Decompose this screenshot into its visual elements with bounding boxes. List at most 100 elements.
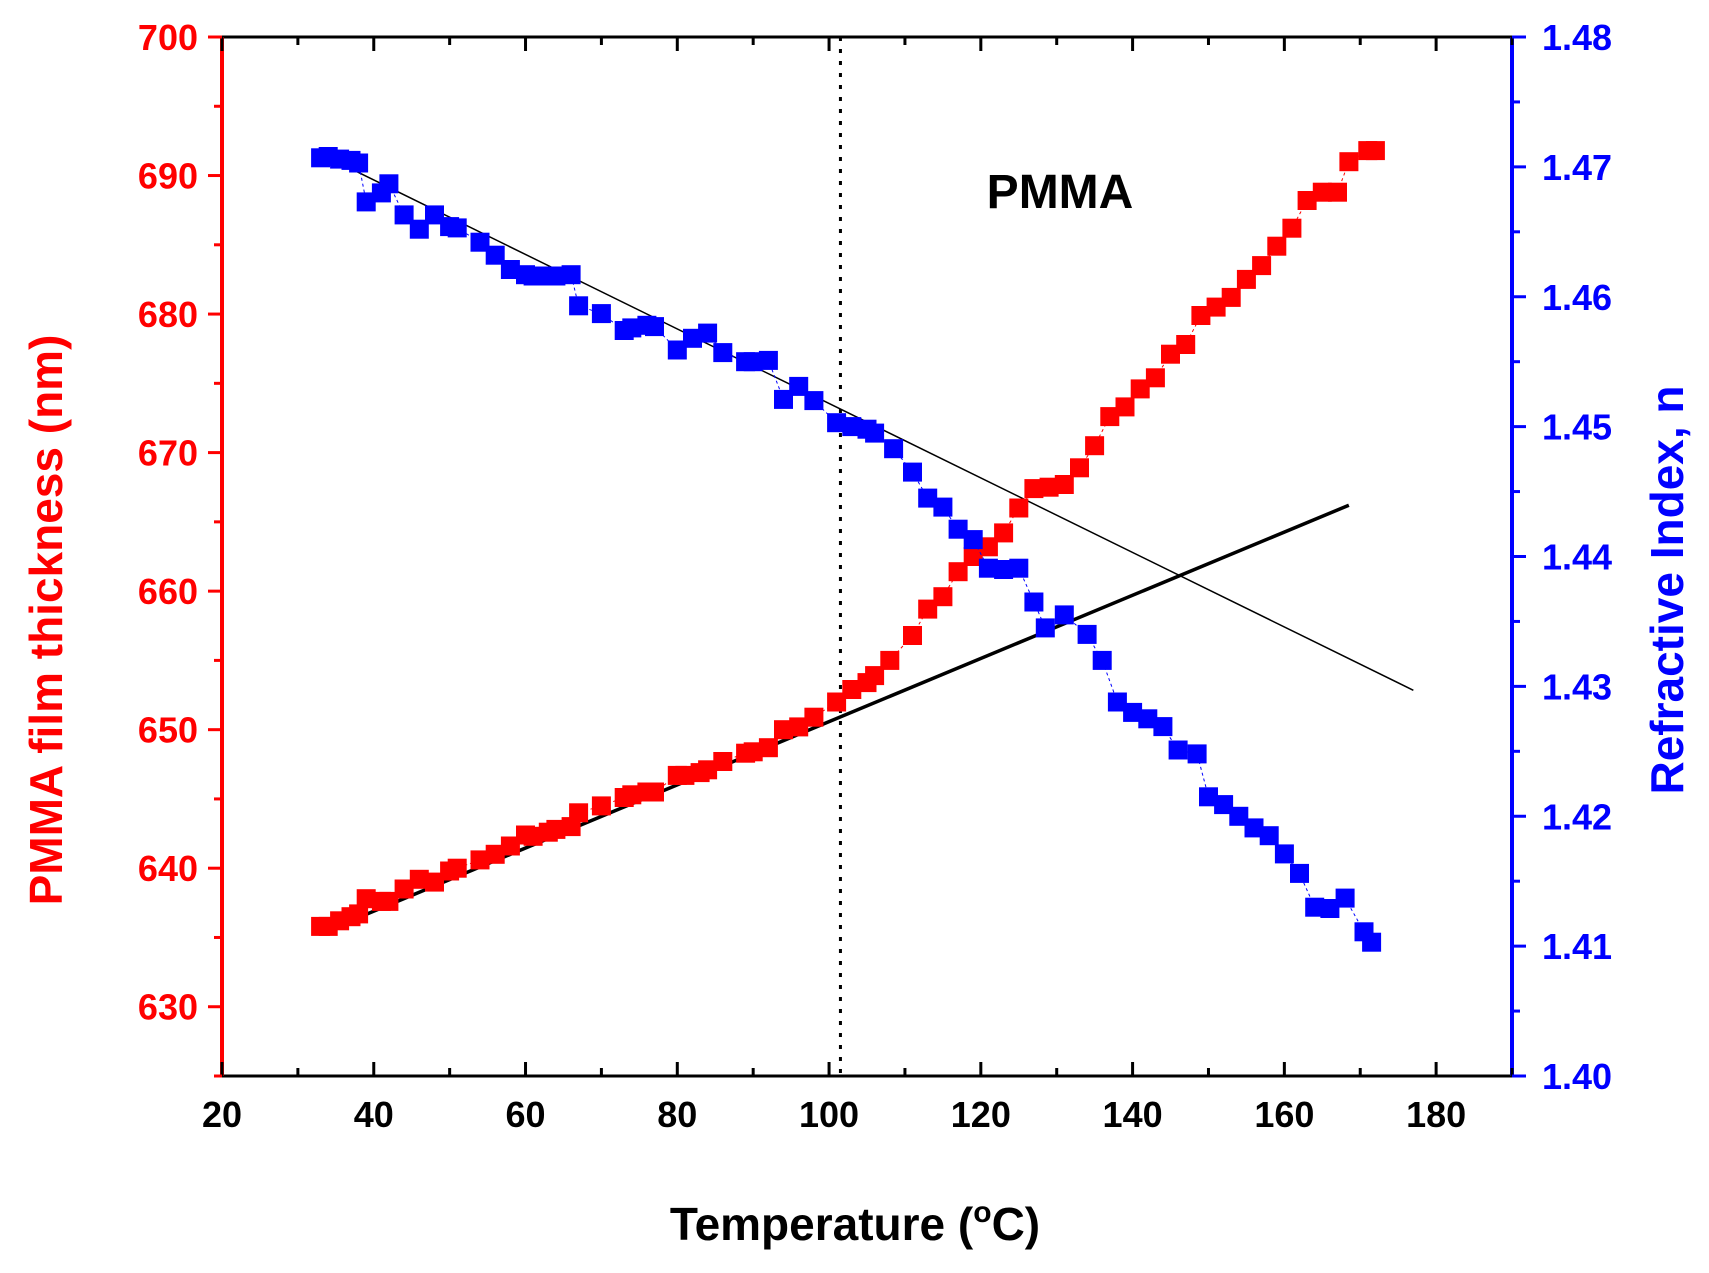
refractive-point xyxy=(1199,787,1218,807)
x-tick-label: 40 xyxy=(354,1094,394,1135)
refractive-point xyxy=(1244,818,1264,838)
refractive-point xyxy=(683,328,702,348)
refractive-point xyxy=(743,352,763,372)
thickness-point xyxy=(1145,368,1165,388)
thickness-point xyxy=(948,562,968,582)
thickness-point xyxy=(425,872,444,892)
refractive-point xyxy=(485,245,505,265)
refractive-point xyxy=(884,439,904,459)
refractive-point xyxy=(1259,826,1279,846)
refractive-point xyxy=(409,219,429,239)
y-left-tick-label: 660 xyxy=(138,571,198,612)
thickness-point xyxy=(1100,407,1120,427)
y-right-tick-label: 1.43 xyxy=(1542,666,1612,707)
refractive-point xyxy=(1138,709,1158,729)
thickness-point xyxy=(645,782,664,802)
refractive-point xyxy=(1187,744,1207,764)
thickness-point xyxy=(743,742,763,762)
y-right-tick-label: 1.40 xyxy=(1542,1056,1612,1097)
refractive-point xyxy=(713,343,733,363)
thickness-point xyxy=(774,720,793,740)
refractive-point xyxy=(645,317,664,337)
refractive-point xyxy=(963,530,983,550)
thickness-point xyxy=(1221,287,1241,307)
thickness-point xyxy=(1009,498,1029,518)
x-axis-title-degree: o xyxy=(973,1196,991,1229)
refractive-point xyxy=(1107,692,1127,712)
y-left-tick-label: 650 xyxy=(138,710,198,751)
refractive-point xyxy=(1168,740,1188,760)
refractive-point xyxy=(349,153,369,173)
refractive-point xyxy=(1035,618,1055,638)
thickness-point xyxy=(485,844,505,864)
thickness-point xyxy=(379,891,399,911)
refractive-point xyxy=(842,417,862,437)
y-left-tick-label: 630 xyxy=(138,987,198,1028)
refractive-point xyxy=(994,560,1014,579)
y-right-tick-label: 1.46 xyxy=(1542,277,1612,318)
thickness-point xyxy=(1297,191,1317,210)
refractive-point xyxy=(1214,795,1234,815)
thickness-point xyxy=(1039,477,1059,497)
refractive-point xyxy=(1290,863,1309,883)
refractive-point xyxy=(1305,897,1325,917)
x-tick-label: 140 xyxy=(1103,1094,1163,1135)
refractive-point xyxy=(698,323,718,343)
refractive-point xyxy=(622,318,642,338)
thickness-point xyxy=(447,858,467,878)
y-right-tick-label: 1.47 xyxy=(1542,147,1612,188)
thickness-point xyxy=(978,537,998,557)
thickness-point xyxy=(500,836,520,856)
refractive-point xyxy=(933,497,953,517)
x-tick-label: 100 xyxy=(799,1094,859,1135)
x-axis-title: Temperature (oC) xyxy=(670,1196,1040,1250)
thickness-point xyxy=(713,752,733,771)
refractive-point xyxy=(827,413,847,433)
refractive-point xyxy=(1077,624,1097,644)
data-series xyxy=(311,141,1385,952)
axes: 20 40 60 80 100 120 140 160 180 630 640 650 660 670 68… xyxy=(138,17,1612,1135)
refractive-point xyxy=(774,389,793,409)
thickness-point xyxy=(758,738,778,758)
refractive-point xyxy=(394,205,414,225)
refractive-point xyxy=(1362,932,1382,952)
refractive-point xyxy=(758,350,778,370)
thickness-point xyxy=(470,850,490,870)
thickness-point xyxy=(1085,436,1105,456)
thickness-point xyxy=(1312,182,1332,202)
thickness-point xyxy=(804,707,824,727)
refractive-point xyxy=(1123,702,1143,722)
thickness-point xyxy=(903,626,922,645)
thickness-point xyxy=(394,879,414,899)
thickness-point xyxy=(1328,182,1347,202)
refractive-point xyxy=(1335,888,1355,908)
refractive-point xyxy=(356,192,376,212)
thickness-point xyxy=(842,680,862,699)
refractive-point xyxy=(1320,899,1340,918)
thickness-point xyxy=(1236,269,1256,289)
refractive-point xyxy=(865,423,885,443)
y-right-tick-label: 1.48 xyxy=(1542,17,1612,58)
thickness-point xyxy=(569,803,589,823)
refractive-point xyxy=(1054,605,1074,625)
y-axis-right-title: Refractive Index, n xyxy=(1641,385,1693,794)
y-right-tick-label: 1.44 xyxy=(1542,537,1612,578)
refractive-point xyxy=(379,174,399,194)
thickness-point xyxy=(622,785,642,805)
refractive-series xyxy=(311,147,1382,952)
thickness-point xyxy=(523,826,543,846)
y-left-tick-label: 640 xyxy=(138,848,198,889)
refractive-point xyxy=(470,232,490,252)
thickness-point xyxy=(591,796,611,816)
refractive-point xyxy=(918,488,938,508)
refractive-point xyxy=(1274,844,1294,864)
x-tick-label: 20 xyxy=(202,1094,242,1135)
refractive-point xyxy=(1153,717,1173,737)
thickness-point xyxy=(1252,256,1272,276)
thickness-point xyxy=(1115,397,1135,417)
thickness-point xyxy=(1282,218,1302,238)
thickness-point xyxy=(698,760,718,780)
x-tick-label: 160 xyxy=(1254,1094,1314,1135)
y-right-tick-label: 1.45 xyxy=(1542,407,1612,448)
x-tick-label: 180 xyxy=(1406,1094,1466,1135)
